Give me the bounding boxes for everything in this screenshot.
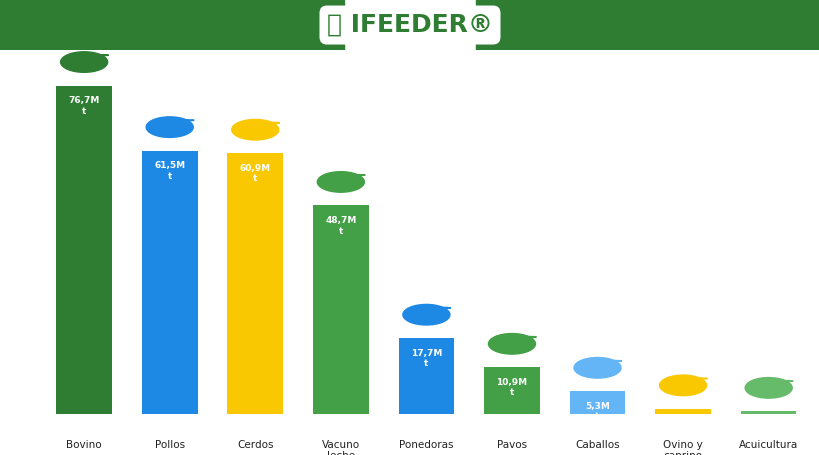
Bar: [740, 411, 795, 414]
Text: 61,5M
t: 61,5M t: [154, 162, 185, 181]
Bar: [227, 153, 283, 414]
Bar: [569, 391, 625, 414]
Text: 10,9M
t: 10,9M t: [495, 378, 527, 398]
Circle shape: [344, 175, 364, 176]
Text: 615,8K
t: 615,8K t: [750, 422, 785, 441]
Circle shape: [771, 380, 792, 382]
Ellipse shape: [744, 378, 791, 398]
Text: 1,2M
t: 1,2M t: [670, 420, 695, 439]
Bar: [398, 338, 454, 414]
Bar: [483, 367, 539, 414]
Ellipse shape: [232, 119, 278, 140]
Bar: [57, 86, 112, 414]
Text: Caballos: Caballos: [574, 440, 619, 450]
Bar: [313, 206, 369, 414]
Text: Vacuno
leche: Vacuno leche: [321, 440, 360, 455]
Ellipse shape: [488, 334, 535, 354]
Ellipse shape: [402, 304, 450, 325]
Circle shape: [174, 120, 194, 121]
Ellipse shape: [658, 375, 706, 396]
Circle shape: [259, 122, 279, 123]
Text: 76,7M
t: 76,7M t: [68, 96, 100, 116]
Text: Pavos: Pavos: [496, 440, 527, 450]
Text: 48,7M
t: 48,7M t: [325, 216, 356, 236]
Ellipse shape: [146, 117, 193, 137]
Text: Basado en el informe "Consumo de alimento animal" de enero de 2025, elaborado pa: Basado en el informe "Consumo de aliment…: [158, 431, 661, 440]
Bar: [654, 409, 710, 414]
Circle shape: [600, 360, 622, 361]
Circle shape: [515, 336, 536, 338]
Text: Acuicultura: Acuicultura: [738, 440, 798, 450]
Text: 17,7M
t: 17,7M t: [410, 349, 441, 369]
Text: Bovino: Bovino: [66, 440, 102, 450]
Bar: [475, 0, 819, 50]
Ellipse shape: [317, 172, 364, 192]
Text: Pollos: Pollos: [155, 440, 184, 450]
Text: 60,9M
t: 60,9M t: [239, 164, 270, 183]
Text: Ovino y
caprino: Ovino y caprino: [663, 440, 702, 455]
Bar: [142, 151, 197, 414]
Text: Ponedoras: Ponedoras: [399, 440, 453, 450]
Ellipse shape: [61, 52, 107, 72]
Bar: [0, 0, 344, 50]
Text: 5,3M
t: 5,3M t: [585, 402, 609, 421]
Text: Cerdos: Cerdos: [237, 440, 274, 450]
Circle shape: [88, 55, 108, 56]
Circle shape: [430, 307, 450, 308]
Text: 🌿 IFEEDER®: 🌿 IFEEDER®: [327, 13, 492, 37]
Circle shape: [686, 378, 707, 379]
Ellipse shape: [573, 358, 620, 378]
